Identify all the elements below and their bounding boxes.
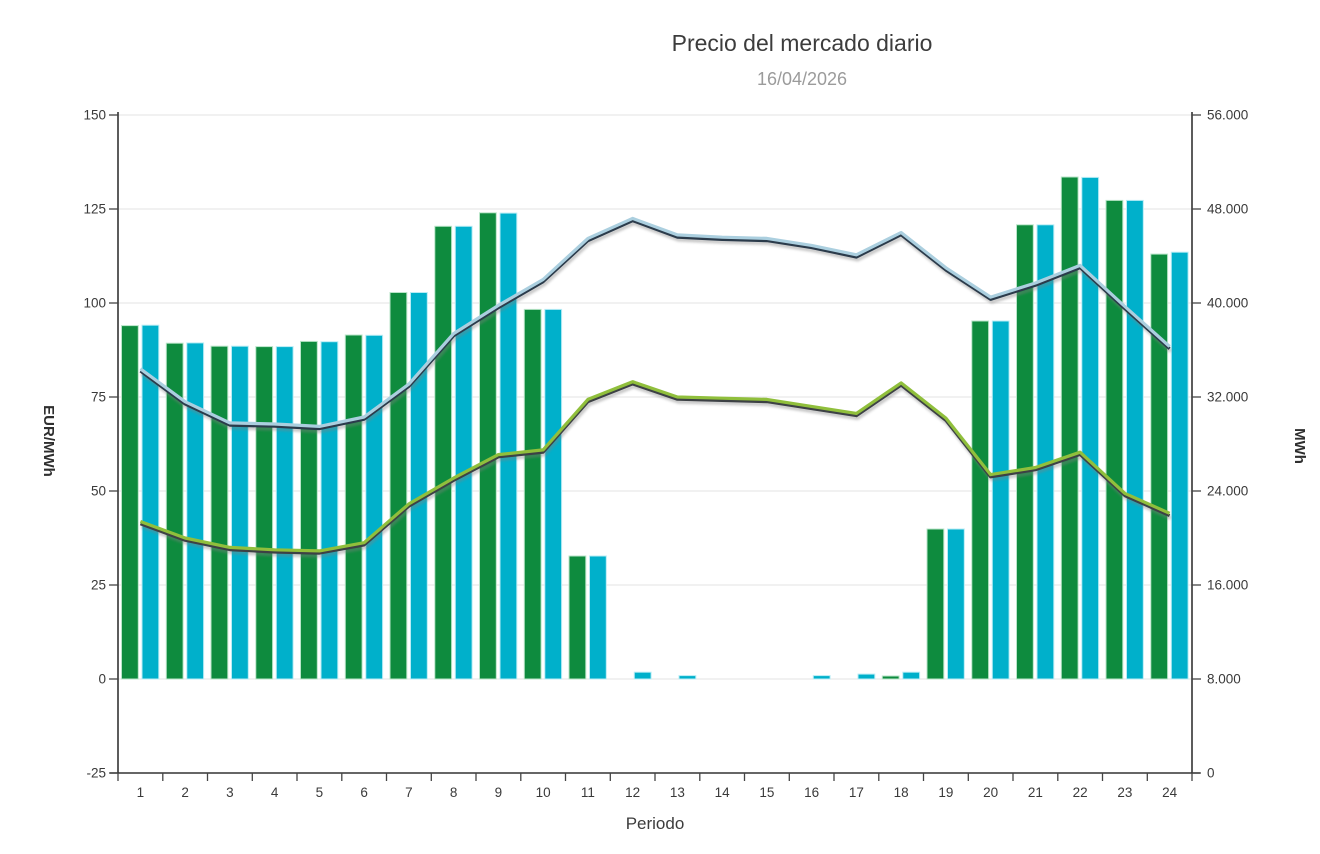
y-right-tick-label: 56.000 bbox=[1207, 108, 1248, 123]
y-left-tick-label: -25 bbox=[86, 766, 106, 781]
x-tick-label: 17 bbox=[849, 785, 864, 800]
x-tick-label: 9 bbox=[495, 785, 503, 800]
y-right-tick-label: 40.000 bbox=[1207, 296, 1248, 311]
y-left-tick-label: 0 bbox=[98, 672, 106, 687]
x-tick-label: 20 bbox=[983, 785, 998, 800]
x-tick-label: 23 bbox=[1117, 785, 1132, 800]
x-tick-label: 14 bbox=[715, 785, 731, 800]
bar-price-cyan bbox=[1081, 176, 1100, 680]
y-left-tick-label: 100 bbox=[83, 296, 106, 311]
y-left-tick-label: 75 bbox=[91, 390, 106, 405]
x-tick-label: 15 bbox=[759, 785, 774, 800]
bar-price-green bbox=[926, 528, 945, 680]
bar-price-green bbox=[523, 308, 542, 680]
energy-line-lightblue bbox=[139, 216, 1171, 428]
bar-price-green bbox=[344, 334, 363, 680]
energy-line-lightblue-dark-edge bbox=[139, 219, 1171, 431]
bar-price-cyan bbox=[454, 225, 473, 680]
bar-price-cyan bbox=[633, 671, 652, 680]
bar-price-cyan bbox=[141, 324, 160, 680]
x-tick-label: 13 bbox=[670, 785, 685, 800]
bar-price-cyan bbox=[812, 675, 831, 680]
x-tick-label: 5 bbox=[316, 785, 324, 800]
x-tick-label: 2 bbox=[181, 785, 189, 800]
bar-price-cyan bbox=[231, 345, 249, 680]
bar-price-green bbox=[479, 212, 497, 680]
bar-price-cyan bbox=[275, 346, 294, 680]
energy-line-green bbox=[139, 380, 1171, 553]
x-tick-label: 18 bbox=[894, 785, 909, 800]
x-tick-label: 24 bbox=[1162, 785, 1178, 800]
energy-line-green-dark-edge bbox=[139, 382, 1171, 555]
bar-price-green bbox=[389, 292, 408, 680]
y-right-tick-label: 0 bbox=[1207, 766, 1215, 781]
x-tick-label: 11 bbox=[581, 785, 595, 800]
chart-subtitle: 16/04/2026 bbox=[756, 69, 848, 89]
x-tick-label: 1 bbox=[137, 785, 145, 800]
bar-price-green bbox=[1105, 199, 1124, 680]
bar-price-cyan bbox=[857, 673, 876, 680]
y-right-tick-label: 32.000 bbox=[1207, 390, 1248, 405]
bar-price-green bbox=[568, 555, 587, 680]
bar-price-cyan bbox=[589, 555, 607, 680]
x-tick-label: 19 bbox=[938, 785, 953, 800]
x-tick-label: 12 bbox=[625, 785, 640, 800]
x-tick-label: 6 bbox=[360, 785, 368, 800]
y-left-tick-label: 150 bbox=[83, 108, 106, 123]
bar-price-cyan bbox=[186, 342, 205, 680]
x-tick-label: 16 bbox=[804, 785, 819, 800]
bar-price-cyan bbox=[544, 308, 563, 680]
bar-price-cyan bbox=[365, 334, 384, 680]
bar-price-cyan bbox=[947, 528, 965, 680]
bar-price-green bbox=[165, 342, 184, 680]
bar-price-green bbox=[1150, 253, 1169, 680]
bar-price-cyan bbox=[1126, 199, 1144, 680]
bar-price-green bbox=[121, 325, 139, 680]
y-right-tick-label: 16.000 bbox=[1207, 578, 1248, 593]
x-tick-label: 4 bbox=[271, 785, 279, 800]
energy-line-green-shadow bbox=[140, 384, 1172, 558]
bar-price-cyan bbox=[1170, 251, 1189, 680]
y-left-tick-label: 125 bbox=[83, 202, 106, 217]
bar-price-green bbox=[1060, 176, 1079, 680]
energy-line-lightblue-shadow bbox=[140, 221, 1173, 433]
x-tick-label: 22 bbox=[1073, 785, 1088, 800]
bar-price-cyan bbox=[991, 320, 1010, 680]
bar-price-green bbox=[1016, 224, 1034, 680]
x-tick-label: 3 bbox=[226, 785, 234, 800]
bar-price-green bbox=[434, 225, 453, 680]
bar-price-cyan bbox=[678, 675, 697, 680]
bar-price-cyan bbox=[410, 292, 428, 680]
y-right-tick-label: 24.000 bbox=[1207, 484, 1248, 499]
x-tick-label: 7 bbox=[405, 785, 413, 800]
bar-price-green bbox=[210, 345, 229, 680]
x-axis-title: Periodo bbox=[625, 814, 685, 833]
bar-price-green bbox=[881, 675, 900, 680]
y-right-tick-label: 8.000 bbox=[1207, 672, 1241, 687]
y-left-tick-label: 50 bbox=[91, 484, 106, 499]
x-tick-label: 8 bbox=[450, 785, 458, 800]
y-left-tick-label: 25 bbox=[91, 578, 106, 593]
bar-price-green bbox=[971, 320, 990, 680]
bar-price-cyan bbox=[1036, 224, 1055, 680]
bar-price-green bbox=[255, 346, 274, 680]
y-right-tick-label: 48.000 bbox=[1207, 202, 1248, 217]
x-tick-label: 21 bbox=[1028, 785, 1043, 800]
bar-price-cyan bbox=[902, 671, 921, 680]
bar-price-cyan bbox=[499, 212, 518, 680]
bar-price-green bbox=[300, 340, 318, 680]
chart-title: Precio del mercado diario bbox=[671, 30, 933, 56]
bar-price-cyan bbox=[320, 341, 339, 680]
x-tick-label: 10 bbox=[536, 785, 551, 800]
